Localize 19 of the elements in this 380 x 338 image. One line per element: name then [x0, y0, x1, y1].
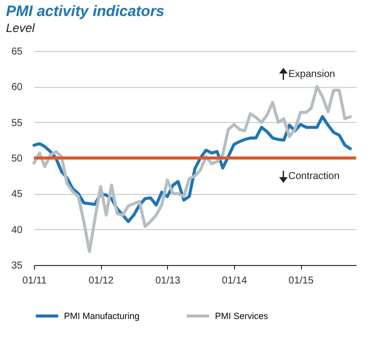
legend-label: PMI Services — [215, 311, 269, 321]
y-tick-label: 65 — [11, 46, 23, 58]
legend-label: PMI Manufacturing — [64, 311, 140, 321]
x-tick-label: 01/13 — [155, 276, 181, 286]
y-tick-label: 60 — [11, 82, 23, 94]
x-tick-label: 01/15 — [288, 276, 314, 286]
y-tick-label: 45 — [11, 189, 23, 200]
y-tick-label: 55 — [11, 118, 23, 129]
chart-title: PMI activity indicators — [6, 3, 164, 20]
y-tick-label: 50 — [11, 154, 23, 164]
annotation: Contraction — [288, 170, 340, 182]
chart-subtitle: Level — [6, 21, 36, 35]
x-tick-label: 01/12 — [88, 276, 114, 286]
line-series — [32, 85, 352, 253]
x-tick-label: 01/14 — [222, 276, 248, 286]
x-tick-label: 01/11 — [22, 276, 48, 286]
y-tick-label: 35 — [11, 260, 23, 272]
annotation: Expansion — [288, 68, 336, 80]
y-tick-label: 40 — [11, 224, 23, 236]
